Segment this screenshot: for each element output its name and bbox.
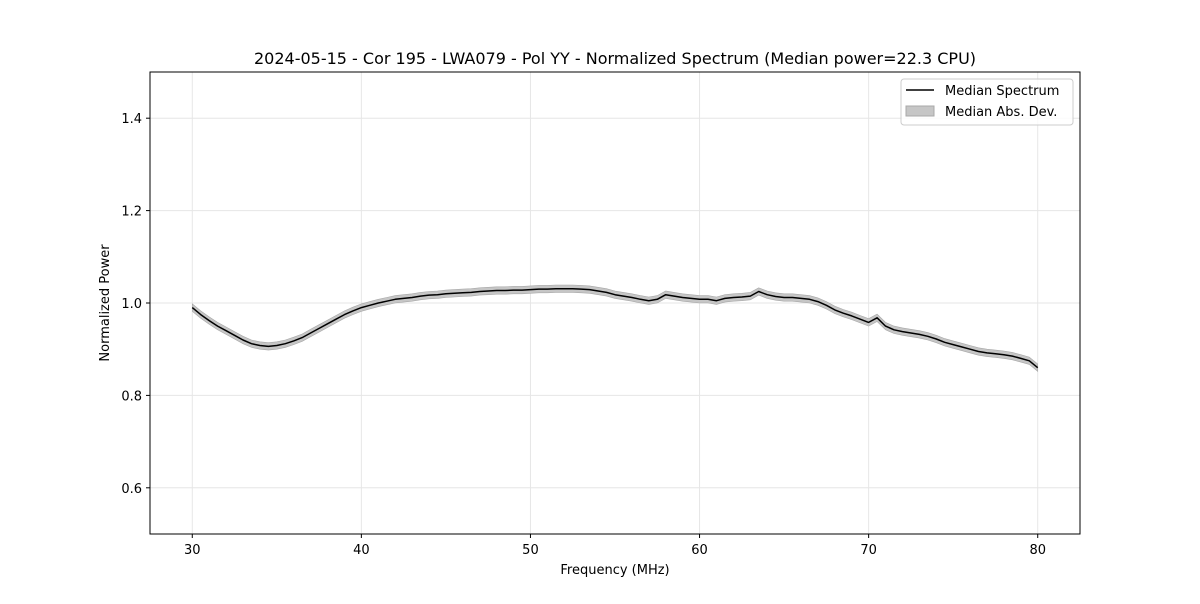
y-tick-label: 0.8: [121, 389, 142, 404]
x-tick-label: 30: [184, 543, 201, 558]
legend: Median Spectrum Median Abs. Dev.: [901, 79, 1073, 125]
y-tick-label: 0.6: [121, 482, 142, 497]
legend-mad-label: Median Abs. Dev.: [945, 105, 1057, 120]
x-tick-label: 80: [1029, 543, 1046, 558]
legend-mad-swatch: [906, 106, 934, 116]
y-tick-label: 1.0: [121, 297, 142, 312]
x-tick-label: 40: [353, 543, 370, 558]
x-tick-label: 70: [860, 543, 877, 558]
y-tick-label: 1.2: [121, 205, 142, 220]
chart-title: 2024-05-15 - Cor 195 - LWA079 - Pol YY -…: [254, 49, 976, 68]
x-axis-label: Frequency (MHz): [560, 563, 669, 578]
x-tick-label: 50: [522, 543, 539, 558]
y-tick-label: 1.4: [121, 112, 142, 127]
y-axis-label: Normalized Power: [98, 244, 113, 362]
legend-median-label: Median Spectrum: [945, 84, 1059, 99]
x-tick-label: 60: [691, 543, 708, 558]
